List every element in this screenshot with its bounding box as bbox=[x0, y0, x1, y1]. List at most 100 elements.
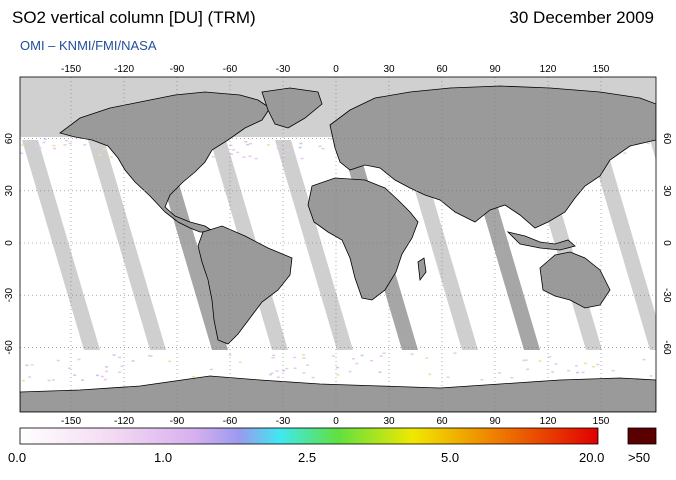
so2-speckle bbox=[112, 354, 116, 356]
so2-speckle bbox=[311, 376, 315, 379]
map-area bbox=[20, 77, 656, 412]
so2-speckle bbox=[30, 364, 34, 366]
so2-speckle bbox=[236, 151, 240, 154]
so2-speckle bbox=[275, 370, 279, 372]
so2-speckle bbox=[42, 141, 46, 144]
so2-speckle bbox=[271, 357, 275, 359]
indonesia-land bbox=[506, 231, 576, 251]
lon-tick-top-label: -30 bbox=[276, 64, 291, 75]
lat-ticks-right: 60 30 0 -30 -60 bbox=[661, 133, 672, 355]
so2-speckle bbox=[382, 352, 386, 354]
lat-tick-left-label: -30 bbox=[4, 288, 15, 303]
so2-speckle bbox=[211, 156, 215, 158]
so2-speckle bbox=[574, 365, 578, 367]
so2-speckle bbox=[232, 149, 236, 151]
lat-tick-left-label: 30 bbox=[4, 185, 15, 197]
colorbar-label-0: 0.0 bbox=[8, 450, 27, 465]
so2-speckle bbox=[52, 144, 56, 147]
so2-speckle bbox=[43, 138, 47, 140]
so2-speckle bbox=[551, 371, 555, 373]
so2-speckle bbox=[301, 354, 305, 356]
so2-speckle bbox=[300, 157, 304, 160]
missing-swath-2 bbox=[88, 140, 166, 350]
map-title: SO2 vertical column [DU] (TRM) bbox=[12, 8, 256, 27]
lon-tick-bottom-label: -60 bbox=[223, 416, 238, 427]
lon-tick-bottom-label: 150 bbox=[593, 416, 610, 427]
so2-speckle bbox=[282, 370, 286, 372]
so2-speckle bbox=[548, 356, 552, 358]
so2-speckle bbox=[642, 358, 646, 361]
so2-speckle bbox=[81, 379, 84, 381]
lon-tick-top-label: -150 bbox=[61, 64, 81, 75]
so2-speckle bbox=[246, 143, 250, 146]
so2-signal-speckles bbox=[20, 138, 656, 382]
data-source: OMI – KNMI/FMI/NASA bbox=[20, 38, 157, 53]
so2-speckle bbox=[524, 359, 528, 361]
lon-tick-top-label: -90 bbox=[170, 64, 185, 75]
so2-speckle bbox=[554, 363, 558, 365]
colorbar-label-4: 20.0 bbox=[579, 450, 605, 465]
so2-speckle bbox=[299, 142, 303, 145]
so2-speckle bbox=[228, 354, 232, 356]
lat-tick-right-label: 30 bbox=[661, 185, 672, 197]
so2-speckle bbox=[649, 375, 653, 377]
lon-tick-top-label: 30 bbox=[383, 64, 395, 75]
so2-speckle bbox=[591, 366, 595, 368]
lon-tick-top-label: 120 bbox=[540, 64, 557, 75]
so2-speckle bbox=[272, 354, 276, 357]
so2-speckle bbox=[254, 157, 258, 160]
so2-speckle bbox=[95, 374, 99, 377]
lat-tick-right-label: -60 bbox=[661, 340, 672, 355]
so2-speckle bbox=[293, 356, 297, 359]
so2-speckle bbox=[596, 363, 600, 366]
so2-speckle bbox=[238, 361, 242, 363]
so2-speckle bbox=[410, 353, 414, 355]
so2-speckle bbox=[35, 145, 39, 147]
so2-speckle bbox=[110, 156, 113, 158]
antarctica-land bbox=[20, 375, 656, 412]
so2-speckle bbox=[611, 369, 615, 372]
so2-speckle bbox=[249, 142, 253, 145]
so2-speckle bbox=[378, 371, 382, 373]
so2-speckle bbox=[370, 359, 373, 362]
so2-speckle bbox=[453, 352, 457, 354]
so2-speckle bbox=[244, 140, 248, 143]
land-masses bbox=[20, 85, 656, 412]
lon-tick-top-label: 0 bbox=[333, 64, 339, 75]
map-frame bbox=[19, 76, 657, 413]
colorbar-overflow-box bbox=[627, 427, 657, 445]
so2-speckle bbox=[102, 148, 106, 150]
so2-speckle bbox=[428, 373, 432, 376]
so2-speckle bbox=[282, 142, 286, 144]
so2-speckle bbox=[77, 358, 81, 361]
lat-tick-left-label: -60 bbox=[4, 340, 15, 355]
so2-speckle bbox=[230, 153, 234, 155]
so2-speckle bbox=[68, 367, 71, 369]
so2-speckle bbox=[277, 145, 281, 148]
colorbar-label-2: 2.5 bbox=[298, 450, 317, 465]
africa-land bbox=[307, 177, 419, 301]
so2-speckle bbox=[105, 366, 108, 368]
so2-speckle bbox=[302, 357, 306, 359]
so2-speckle bbox=[584, 362, 587, 365]
so2-speckle bbox=[28, 376, 32, 378]
so2-speckle bbox=[118, 371, 122, 373]
missing-swath-5 bbox=[275, 140, 353, 350]
lon-tick-top-label: 90 bbox=[489, 64, 501, 75]
lat-tick-right-label: 0 bbox=[661, 240, 672, 246]
so2-speckle bbox=[98, 154, 102, 156]
so2-speckle bbox=[360, 354, 364, 357]
so2-speckle bbox=[306, 364, 310, 366]
so2-speckle bbox=[538, 360, 542, 362]
so2-speckle bbox=[646, 142, 650, 145]
so2-speckle bbox=[266, 144, 270, 146]
so2-speckle bbox=[293, 367, 297, 369]
so2-speckle bbox=[576, 371, 580, 374]
so2-speckle bbox=[131, 360, 135, 362]
so2-speckle bbox=[446, 376, 450, 378]
so2-speckle bbox=[229, 144, 233, 147]
so2-speckle bbox=[103, 378, 107, 381]
lon-tick-bottom-label: 60 bbox=[436, 416, 448, 427]
lat-tick-left-label: 60 bbox=[4, 133, 15, 145]
